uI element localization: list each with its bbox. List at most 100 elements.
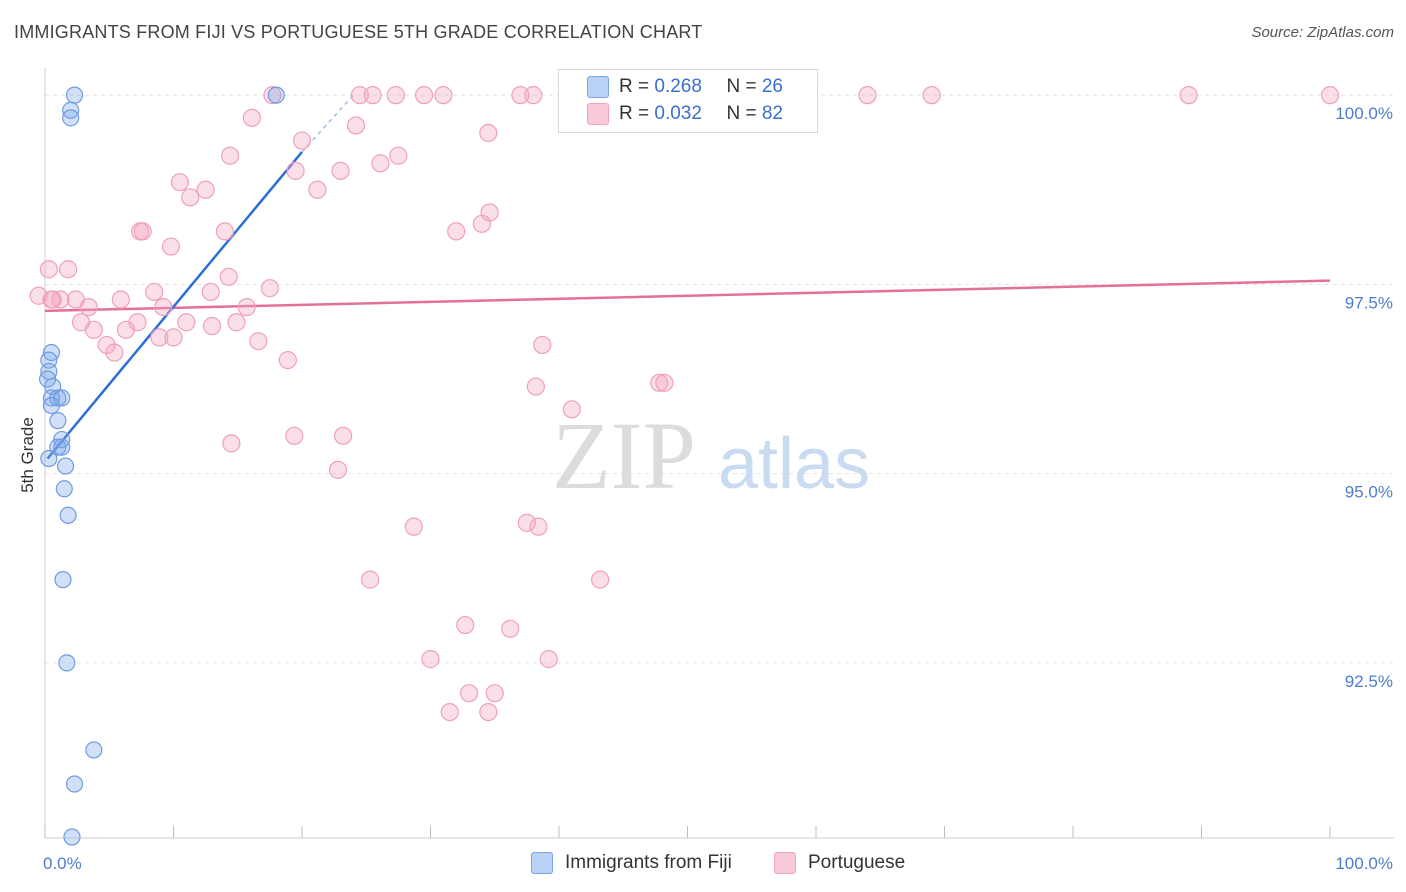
portuguese-point	[84, 320, 103, 339]
bottom-legend-fiji: Immigrants from Fiji	[531, 852, 732, 874]
bottom-legend-portuguese: Portuguese	[774, 852, 905, 874]
portuguese-point	[219, 267, 238, 286]
portuguese-point	[456, 615, 475, 635]
portuguese-point	[154, 298, 173, 317]
portuguese-point	[196, 180, 215, 199]
portuguese-point	[472, 214, 491, 233]
portuguese-point	[111, 290, 130, 309]
portuguese-point	[263, 86, 282, 105]
portuguese-point	[404, 517, 423, 536]
portuguese-trend-line	[44, 279, 1331, 313]
portuguese-n-label: N =	[726, 103, 762, 124]
portuguese-point	[201, 282, 220, 302]
portuguese-point	[150, 328, 169, 347]
fiji-point	[40, 449, 58, 468]
portuguese-point	[529, 517, 548, 536]
portuguese-point	[215, 222, 234, 241]
portuguese-point	[858, 86, 877, 105]
watermark-atlas: atlas	[718, 424, 870, 504]
fiji-point	[53, 438, 71, 456]
portuguese-point	[237, 298, 256, 317]
portuguese-point	[97, 335, 116, 355]
portuguese-point	[222, 434, 241, 453]
x-tick-label-max: 100.0%	[1335, 854, 1393, 873]
portuguese-point	[292, 131, 312, 150]
portuguese-point	[650, 373, 669, 392]
portuguese-point	[361, 570, 380, 589]
fiji-legend-swatch	[531, 852, 553, 874]
portuguese-point	[922, 86, 941, 105]
portuguese-point	[128, 313, 147, 332]
portuguese-point	[485, 684, 504, 703]
portuguese-point	[591, 570, 610, 589]
portuguese-point	[501, 619, 520, 638]
portuguese-point	[79, 298, 98, 317]
portuguese-n-value: 82	[761, 103, 783, 124]
fiji-point	[55, 480, 73, 498]
portuguese-legend-swatch	[774, 852, 796, 874]
gridlines	[45, 94, 1394, 664]
portuguese-point	[278, 350, 297, 370]
portuguese-point	[479, 123, 498, 143]
chart-source: Source: ZipAtlas.com	[1251, 24, 1394, 41]
portuguese-point	[39, 260, 58, 279]
correlation-legend: R = 0.268 N = 26 R = 0.032 N = 82	[558, 69, 818, 133]
fiji-point	[85, 741, 103, 759]
fiji-point	[58, 654, 76, 672]
watermark: ZIP atlas	[552, 402, 870, 509]
portuguese-point	[105, 343, 124, 362]
portuguese-point	[29, 286, 48, 305]
portuguese-point	[170, 173, 190, 192]
fiji-trend-line	[46, 151, 303, 460]
y-tick-label: 97.5%	[1345, 293, 1393, 312]
portuguese-point	[181, 188, 200, 207]
portuguese-point	[59, 260, 78, 279]
portuguese-r-label: R =	[619, 103, 655, 124]
fiji-point	[49, 438, 67, 456]
portuguese-legend-label: Portuguese	[808, 852, 906, 873]
fiji-point	[49, 412, 67, 430]
portuguese-point	[249, 332, 268, 351]
portuguese-point	[524, 86, 543, 105]
fiji-point	[65, 86, 84, 104]
portuguese-point	[308, 180, 327, 199]
fiji-legend-label: Immigrants from Fiji	[565, 852, 732, 873]
portuguese-point	[51, 290, 70, 309]
fiji-swatch	[587, 76, 609, 98]
portuguese-point	[371, 154, 390, 173]
portuguese-point	[526, 377, 545, 396]
portuguese-swatch	[587, 103, 609, 125]
fiji-point	[65, 775, 84, 793]
y-tick-label: 100.0%	[1335, 104, 1393, 123]
trend-lines	[44, 94, 1331, 460]
portuguese-point	[1320, 86, 1340, 105]
portuguese-point	[331, 161, 350, 180]
portuguese-point	[479, 702, 498, 722]
portuguese-point	[363, 86, 382, 105]
fiji-point	[63, 828, 81, 846]
watermark-zip: ZIP	[552, 402, 696, 509]
portuguese-point	[202, 316, 222, 336]
portuguese-point	[328, 460, 348, 479]
x-tick-label-min: 0.0%	[43, 854, 82, 873]
fiji-point	[267, 86, 285, 104]
portuguese-point	[133, 222, 152, 241]
portuguese-point	[350, 86, 369, 105]
portuguese-point	[161, 237, 181, 256]
fiji-n-label: N =	[726, 76, 762, 97]
portuguese-point	[220, 146, 240, 165]
portuguese-r-value: 0.032	[654, 103, 702, 124]
portuguese-point	[334, 426, 353, 445]
portuguese-point	[539, 650, 558, 669]
portuguese-point	[1179, 86, 1198, 105]
data-points	[29, 86, 1340, 846]
portuguese-point	[511, 86, 530, 105]
portuguese-point	[145, 282, 164, 302]
portuguese-point	[389, 146, 408, 165]
portuguese-point	[421, 650, 440, 669]
portuguese-point	[286, 161, 305, 180]
fiji-r-label: R =	[619, 76, 655, 97]
fiji-point	[62, 109, 80, 127]
fiji-n-value: 26	[761, 76, 783, 97]
